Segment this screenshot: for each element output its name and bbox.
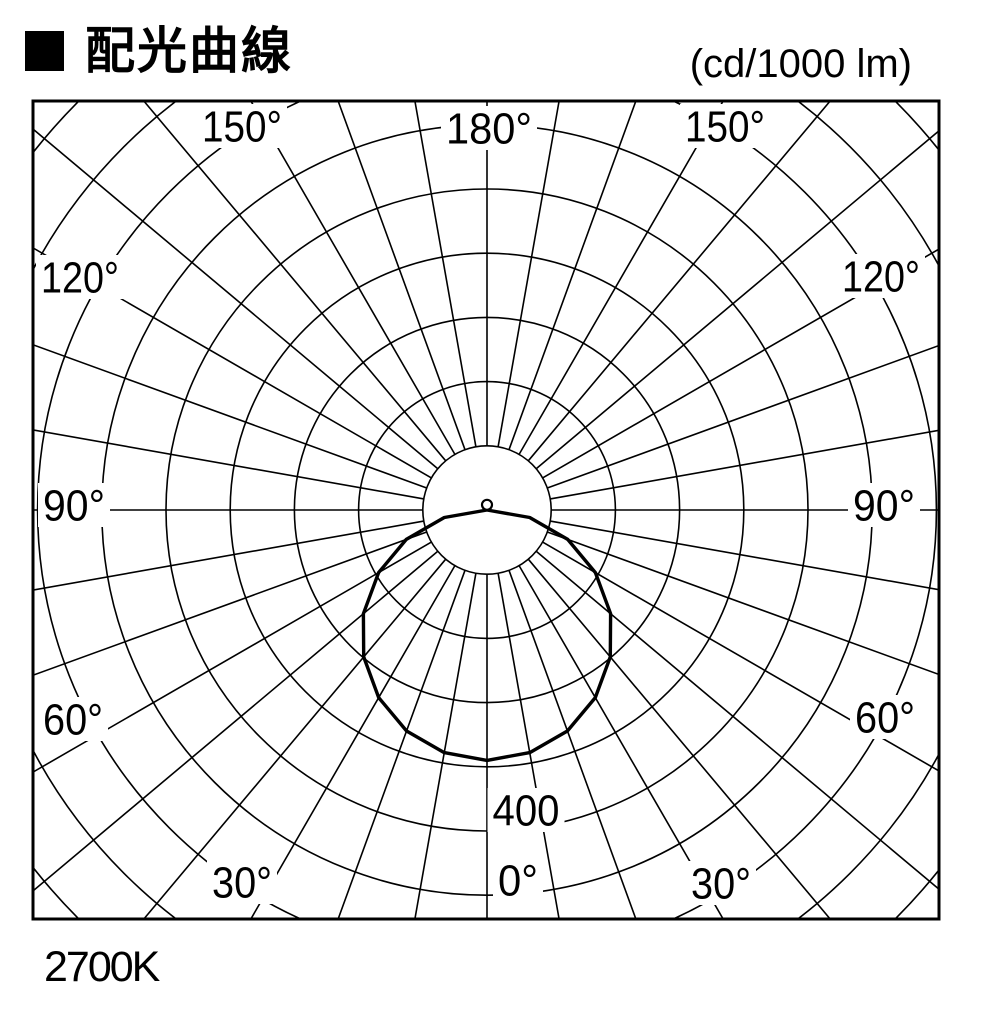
svg-text:0°: 0° [498,857,538,906]
svg-text:180°: 180° [446,105,532,154]
angle-tick-label: 90° [848,482,920,531]
svg-text:60°: 60° [855,694,915,743]
chart-frame [31,99,941,921]
angle-labels: 180° 150° 150° 120° 120° 90° 90° 60° 60° 30° 30° 0°… [36,103,925,909]
svg-text:150°: 150° [202,103,282,152]
angle-tick-label: 30° [207,859,277,908]
angle-tick-label: 30° [686,860,756,909]
svg-text:90°: 90° [43,482,105,531]
black-square-bullet-icon [25,31,64,71]
angle-tick-label: 90° [38,482,110,531]
color-temperature-label: 2700K [44,943,160,991]
angle-tick-label: 60° [850,694,920,743]
angle-tick-label: 120° [36,254,124,303]
distribution-curve [361,498,613,763]
angle-tick-label: 180° [441,105,537,154]
svg-text:120°: 120° [41,254,119,303]
angle-tick-label: 120° [837,253,925,302]
svg-text:120°: 120° [842,253,920,302]
unit-label: (cd/1000 lm) [689,42,912,86]
angle-tick-label: 150° [680,103,770,152]
origin-bump-icon [480,498,494,511]
radial-tick-label: 400 [487,787,565,836]
angle-tick-label: 0° [493,857,543,906]
svg-text:30°: 30° [212,859,272,908]
angle-tick-label: 60° [38,696,108,745]
svg-text:90°: 90° [853,482,915,531]
svg-text:150°: 150° [685,103,765,152]
angle-tick-label: 150° [197,103,287,152]
svg-text:400: 400 [493,787,560,836]
page-title: 配光曲線 [85,23,293,79]
section-header: 配光曲線 [25,26,293,76]
svg-text:60°: 60° [43,696,103,745]
svg-text:30°: 30° [691,860,751,909]
